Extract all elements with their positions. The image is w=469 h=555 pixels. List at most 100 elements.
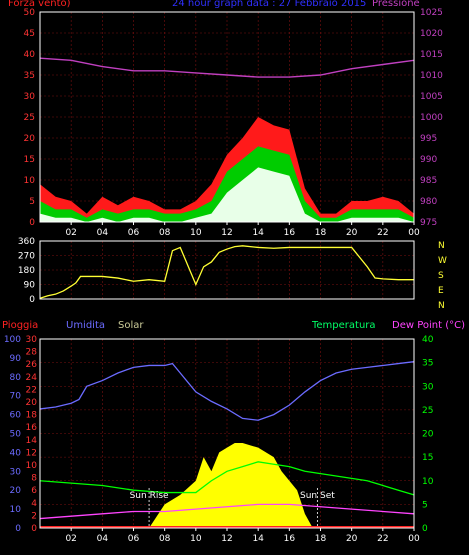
rain-y-tick-label: 26 — [26, 360, 38, 370]
wind-x-tick-label: 04 — [97, 228, 109, 238]
pressure-y-tick-label: 1000 — [420, 113, 443, 123]
temp-x-tick-label: 12 — [221, 534, 232, 544]
temp-x-tick-label: 22 — [377, 534, 388, 544]
temp-y-tick-label: 5 — [422, 500, 428, 510]
wind-x-tick-label: 10 — [190, 228, 202, 238]
rain-y-tick-label: 24 — [26, 373, 38, 383]
temp-y-tick-label: 20 — [422, 430, 434, 440]
dir-compass-label: W — [438, 256, 447, 266]
pressure-y-tick-label: 995 — [420, 134, 437, 144]
solar-label: Solar — [118, 320, 144, 331]
temp-y-tick-label: 0 — [422, 524, 428, 534]
temp-x-tick-label: 04 — [97, 534, 109, 544]
wind-x-tick-label: 02 — [65, 228, 76, 238]
dewpoint-label: Dew Point (°C) — [392, 320, 466, 331]
temp-x-tick-label: 14 — [252, 534, 264, 544]
pressure-y-tick-label: 1020 — [420, 29, 443, 39]
dir-compass-label: N — [438, 241, 445, 251]
dir-compass-label: S — [438, 271, 444, 281]
wind-y-tick-label: 50 — [24, 8, 36, 18]
wind-x-tick-label: 14 — [252, 228, 264, 238]
wind-y-tick-label: 45 — [24, 29, 35, 39]
temp-y-tick-label: 30 — [422, 382, 434, 392]
wind-x-tick-label: 16 — [284, 228, 296, 238]
wind-y-tick-label: 5 — [29, 197, 35, 207]
wind-gust-area — [40, 117, 414, 222]
dir-compass-label: E — [438, 286, 444, 296]
pressure-y-tick-label: 990 — [420, 155, 437, 165]
temp-y-tick-label: 25 — [422, 406, 433, 416]
wind-x-tick-label: 18 — [315, 228, 327, 238]
humidity-y-tick-label: 90 — [10, 354, 22, 364]
wind-x-tick-label: 08 — [159, 228, 171, 238]
header-wind-label: Forza vento) — [8, 0, 71, 9]
wind-y-tick-label: 0 — [29, 218, 35, 228]
dir-y-tick-label: 0 — [29, 295, 35, 305]
rain-y-tick-label: 12 — [26, 448, 37, 458]
humidity-label: Umidita — [66, 320, 106, 331]
dir-frame — [39, 240, 415, 300]
dir-y-tick-label: 180 — [18, 266, 35, 276]
dewpoint-line — [39, 503, 415, 520]
temp-x-tick-label: 10 — [190, 534, 202, 544]
temperature-line — [39, 461, 415, 496]
rain-label: Pioggia — [2, 320, 39, 331]
pressure-line — [39, 57, 415, 78]
rain-y-tick-label: 4 — [31, 499, 37, 509]
rain-y-tick-label: 0 — [31, 524, 37, 534]
wind-x-tick-label: 00 — [408, 228, 420, 238]
humidity-y-tick-label: 70 — [10, 392, 22, 402]
pressure-y-tick-label: 1010 — [420, 71, 443, 81]
wind-y-tick-label: 35 — [24, 71, 35, 81]
pressure-y-tick-label: 980 — [420, 197, 437, 207]
rain-y-tick-label: 28 — [26, 348, 38, 358]
rain-y-tick-label: 6 — [31, 486, 37, 496]
wind-x-tick-label: 22 — [377, 228, 388, 238]
dir-y-tick-label: 270 — [18, 252, 35, 262]
temp-y-tick-label: 15 — [422, 453, 433, 463]
rain-y-tick-label: 20 — [26, 398, 38, 408]
rain-y-tick-label: 16 — [26, 423, 38, 433]
temp-x-tick-label: 02 — [65, 534, 76, 544]
wind-y-tick-label: 15 — [24, 155, 35, 165]
humidity-y-tick-label: 100 — [4, 335, 21, 345]
sunset-label: Sun Set — [300, 491, 335, 501]
temperature-label: Temperatura — [312, 320, 376, 331]
rain-y-tick-label: 22 — [26, 385, 37, 395]
rain-y-tick-label: 14 — [26, 436, 38, 446]
temp-frame — [39, 338, 415, 529]
dir-y-tick-label: 360 — [18, 237, 35, 247]
rain-y-tick-label: 8 — [31, 474, 37, 484]
humidity-line — [39, 361, 415, 421]
temp-x-tick-label: 00 — [408, 534, 420, 544]
dir-compass-label: N — [438, 301, 445, 311]
wind-x-tick-label: 20 — [346, 228, 358, 238]
rain-y-tick-label: 10 — [26, 461, 38, 471]
temp-x-tick-label: 08 — [159, 534, 171, 544]
temp-y-tick-label: 35 — [422, 359, 433, 369]
temp-y-tick-label: 10 — [422, 477, 434, 487]
humidity-y-tick-label: 40 — [10, 448, 22, 458]
pressure-y-tick-label: 985 — [420, 176, 437, 186]
temp-x-tick-label: 16 — [284, 534, 296, 544]
wind-x-tick-label: 06 — [128, 228, 140, 238]
wind-y-tick-label: 30 — [24, 92, 36, 102]
wind-x-tick-label: 12 — [221, 228, 232, 238]
pressure-y-tick-label: 1025 — [420, 8, 443, 18]
temp-y-tick-label: 40 — [422, 335, 434, 345]
pressure-y-tick-label: 1015 — [420, 50, 443, 60]
humidity-y-tick-label: 60 — [10, 411, 22, 421]
sunrise-label: Sun Rise — [130, 491, 169, 501]
wind-frame — [39, 11, 415, 223]
temp-x-tick-label: 06 — [128, 534, 140, 544]
humidity-y-tick-label: 20 — [10, 486, 22, 496]
solar-area — [149, 442, 313, 528]
wind-min-area — [40, 167, 414, 222]
dir-y-tick-label: 90 — [24, 281, 36, 291]
humidity-y-tick-label: 0 — [15, 524, 21, 534]
wind-y-tick-label: 25 — [24, 113, 35, 123]
pressure-y-tick-label: 975 — [420, 218, 437, 228]
wind-avg-area — [40, 146, 414, 222]
temp-x-tick-label: 18 — [315, 534, 327, 544]
